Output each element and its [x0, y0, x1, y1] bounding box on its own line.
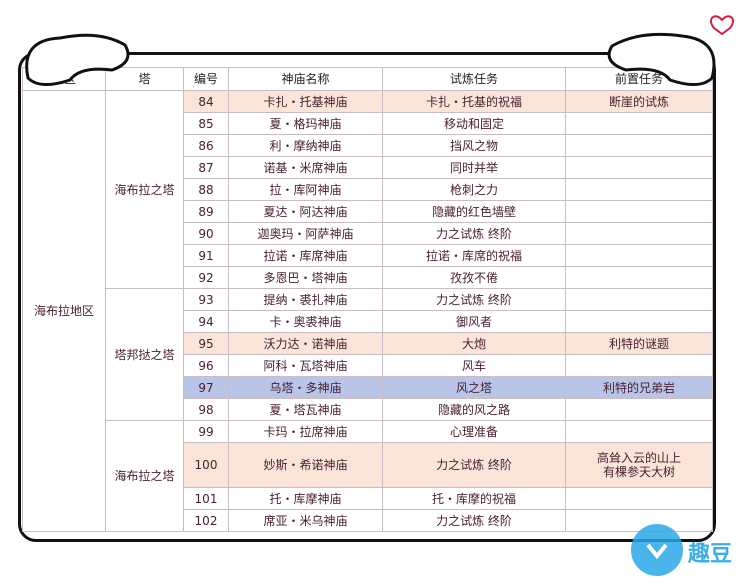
logo-circle [631, 524, 683, 576]
tower-cell: 海布拉之塔 [105, 90, 184, 289]
shrine-cell: 诺基・米席神庙 [228, 156, 383, 179]
table-row: 86 利・摩纳神庙 挡风之物 [23, 134, 713, 157]
table-row: 96 阿科・瓦塔神庙 风车 [23, 354, 713, 377]
shrine-cell: 乌塔・多神庙 [228, 376, 383, 399]
table-row: 塔邦挞之塔 93 提纳・裘扎神庙 力之试炼 终阶 [23, 288, 713, 421]
shrine-cell: 夏・格玛神庙 [228, 112, 383, 135]
number-cell: 86 [183, 134, 229, 157]
table-row: 94 卡・奥裘神庙 御风者 [23, 310, 713, 333]
shrine-cell: 席亚・米乌神庙 [228, 509, 383, 532]
table-row: 90 迦奥玛・阿萨神庙 力之试炼 终阶 [23, 222, 713, 245]
table-row: 92 多恩巴・塔神庙 孜孜不倦 [23, 266, 713, 289]
header-row: 地区塔编号神庙名称试炼任务前置任务 [22, 67, 713, 91]
table-row: 85 夏・格玛神庙 移动和固定 [23, 112, 713, 135]
shrine-cell: 沃力达・诺神庙 [228, 332, 383, 355]
tower-cell: 海布拉之塔 [105, 420, 184, 532]
shrine-cell: 利・摩纳神庙 [228, 134, 383, 157]
table-row: 98 夏・塔瓦神庙 隐藏的风之路 [23, 398, 713, 421]
trial-cell: 枪刺之力 [382, 178, 566, 201]
watermark: 趣豆 [688, 542, 733, 567]
table-row: 101 托・库摩神庙 托・库摩的祝福 [23, 487, 713, 510]
table-row: 91 拉诺・库席神庙 拉诺・库席的祝福 [23, 244, 713, 267]
number-cell: 101 [183, 487, 229, 510]
number-cell: 99 [183, 420, 229, 443]
prereq-cell: 断崖的试炼 [565, 90, 713, 113]
number-cell: 97 [183, 376, 229, 399]
shrine-cell: 妙斯・希诺神庙 [228, 442, 383, 488]
shrine-cell: 多恩巴・塔神庙 [228, 266, 383, 289]
right-hand [607, 32, 716, 86]
trial-cell: 卡扎・托基的祝福 [382, 90, 566, 113]
table-row: 88 拉・库阿神庙 枪刺之力 [23, 178, 713, 201]
shrine-cell: 阿科・瓦塔神庙 [228, 354, 383, 377]
trial-cell: 托・库摩的祝福 [382, 487, 566, 510]
heart [710, 15, 734, 36]
header-cell: 塔 [105, 67, 184, 91]
trial-cell: 力之试炼 终阶 [382, 509, 566, 532]
prereq-cell [565, 509, 713, 532]
left-hand [25, 33, 130, 86]
frame [18, 52, 716, 542]
shrine-cell: 托・库摩神庙 [228, 487, 383, 510]
table-body: 海布拉地区 海布拉之塔 84 卡扎・托基神庙 卡扎・托基的祝福 断崖的试炼 85 夏・格玛神庙… [22, 90, 713, 532]
table-row: 95 沃力达・诺神庙 大炮 利特的谜题 [23, 332, 713, 355]
table-row: 102 席亚・米乌神庙 力之试炼 终阶 [23, 509, 713, 532]
table-row: 97 乌塔・多神庙 风之塔 利特的兄弟岩 [23, 376, 713, 399]
trial-cell: 大炮 [382, 332, 566, 355]
shrine-cell: 卡扎・托基神庙 [228, 90, 383, 113]
shrine-cell: 拉・库阿神庙 [228, 178, 383, 201]
shrine-table: 地区塔编号神庙名称试炼任务前置任务 海布拉地区海布拉之塔84卡扎・托基神庙卡扎・… [22, 67, 713, 532]
number-cell: 102 [183, 509, 229, 532]
number-cell: 90 [183, 222, 229, 245]
number-cell: 84 [183, 90, 229, 113]
trial-cell: 挡风之物 [382, 134, 566, 157]
prereq-cell: 利特的谜题 [565, 332, 713, 355]
prereq-cell: 高耸入云的山上 有棵参天大树 [565, 442, 713, 488]
logo-arrow [646, 543, 668, 560]
trial-cell: 拉诺・库席的祝福 [382, 244, 566, 267]
number-cell: 85 [183, 112, 229, 135]
